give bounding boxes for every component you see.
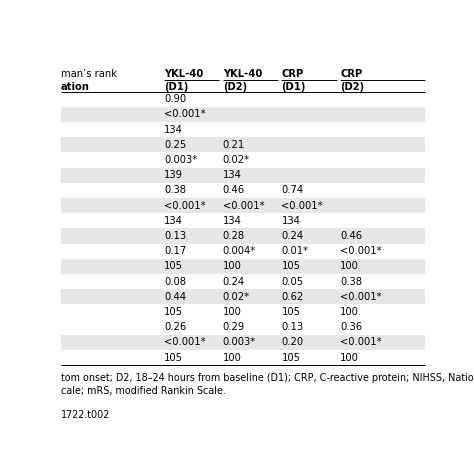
Text: cale; mRS, modified Rankin Scale.: cale; mRS, modified Rankin Scale. <box>61 386 226 396</box>
Text: 134: 134 <box>164 125 183 135</box>
Text: 100: 100 <box>223 353 242 363</box>
Text: 0.36: 0.36 <box>340 322 363 332</box>
Text: 0.62: 0.62 <box>282 292 304 302</box>
Text: (D2): (D2) <box>340 82 365 91</box>
Bar <box>61 289 425 304</box>
Text: 134: 134 <box>223 170 242 180</box>
Text: 100: 100 <box>340 262 359 272</box>
Text: 1722.t002: 1722.t002 <box>61 410 110 420</box>
Bar <box>61 228 425 244</box>
Text: <0.001*: <0.001* <box>340 292 382 302</box>
Text: 134: 134 <box>282 216 301 226</box>
Text: 0.13: 0.13 <box>282 322 304 332</box>
Text: 0.38: 0.38 <box>340 277 362 287</box>
Text: <0.001*: <0.001* <box>340 246 382 256</box>
Text: 0.004*: 0.004* <box>223 246 256 256</box>
Text: <0.001*: <0.001* <box>340 337 382 347</box>
Text: 139: 139 <box>164 170 183 180</box>
Text: <0.001*: <0.001* <box>164 201 206 210</box>
Text: 105: 105 <box>282 307 301 317</box>
Text: 0.46: 0.46 <box>223 185 245 195</box>
Text: 100: 100 <box>223 262 242 272</box>
Text: 105: 105 <box>164 353 183 363</box>
Bar <box>61 107 425 122</box>
Text: 100: 100 <box>223 307 242 317</box>
Text: 105: 105 <box>282 353 301 363</box>
Text: 134: 134 <box>164 216 183 226</box>
Text: 0.08: 0.08 <box>164 277 186 287</box>
Bar <box>61 335 425 350</box>
Text: 0.01*: 0.01* <box>282 246 309 256</box>
Text: ation: ation <box>61 82 90 91</box>
Text: 134: 134 <box>223 216 242 226</box>
Text: 0.02*: 0.02* <box>223 292 250 302</box>
Text: 105: 105 <box>164 307 183 317</box>
Text: 0.003*: 0.003* <box>164 155 197 165</box>
Text: <0.001*: <0.001* <box>282 201 323 210</box>
Text: 0.17: 0.17 <box>164 246 186 256</box>
Text: 0.003*: 0.003* <box>223 337 256 347</box>
Text: CRP: CRP <box>282 69 304 79</box>
Text: 0.13: 0.13 <box>164 231 186 241</box>
Text: 0.44: 0.44 <box>164 292 186 302</box>
Text: (D1): (D1) <box>282 82 306 91</box>
Text: 0.24: 0.24 <box>223 277 245 287</box>
Text: 0.26: 0.26 <box>164 322 186 332</box>
Text: YKL-40: YKL-40 <box>164 69 203 79</box>
Text: 0.38: 0.38 <box>164 185 186 195</box>
Text: 0.74: 0.74 <box>282 185 304 195</box>
Bar <box>61 198 425 213</box>
Text: (D1): (D1) <box>164 82 188 91</box>
Text: <0.001*: <0.001* <box>164 109 206 119</box>
Text: (D2): (D2) <box>223 82 247 91</box>
Text: 0.21: 0.21 <box>223 140 245 150</box>
Text: 0.46: 0.46 <box>340 231 363 241</box>
Text: <0.001*: <0.001* <box>164 337 206 347</box>
Text: 100: 100 <box>340 353 359 363</box>
Text: 0.25: 0.25 <box>164 140 186 150</box>
Text: <0.001*: <0.001* <box>223 201 264 210</box>
Bar <box>61 168 425 183</box>
Bar <box>61 137 425 152</box>
Text: 105: 105 <box>164 262 183 272</box>
Text: CRP: CRP <box>340 69 363 79</box>
Bar <box>61 259 425 274</box>
Text: 0.90: 0.90 <box>164 94 186 104</box>
Text: 0.24: 0.24 <box>282 231 304 241</box>
Text: 0.29: 0.29 <box>223 322 245 332</box>
Text: 0.20: 0.20 <box>282 337 304 347</box>
Text: 105: 105 <box>282 262 301 272</box>
Text: 100: 100 <box>340 307 359 317</box>
Text: 0.05: 0.05 <box>282 277 304 287</box>
Text: 0.28: 0.28 <box>223 231 245 241</box>
Text: YKL-40: YKL-40 <box>223 69 262 79</box>
Text: man’s rank: man’s rank <box>61 69 117 79</box>
Text: 0.02*: 0.02* <box>223 155 250 165</box>
Text: tom onset; D2, 18–24 hours from baseline (D1); CRP, C-reactive protein; NIHSS, N: tom onset; D2, 18–24 hours from baseline… <box>61 373 474 383</box>
